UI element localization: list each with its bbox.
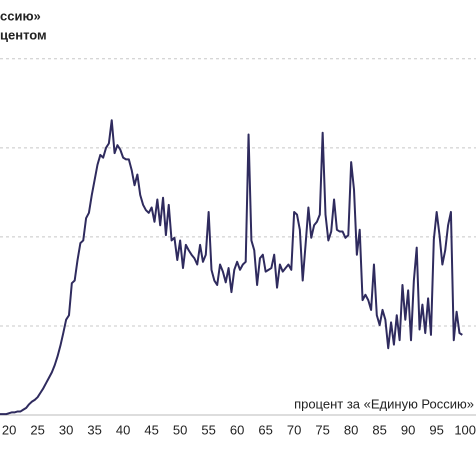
x-tick-label: 100 bbox=[454, 422, 476, 437]
x-tick-label: 20 bbox=[2, 422, 16, 437]
x-tick-label: 45 bbox=[144, 422, 158, 437]
x-tick-label: 35 bbox=[87, 422, 101, 437]
x-tick-label: 70 bbox=[287, 422, 301, 437]
x-tick-label: 55 bbox=[201, 422, 215, 437]
x-tick-label: 90 bbox=[401, 422, 415, 437]
x-tick-label: 75 bbox=[315, 422, 329, 437]
title-line: центом bbox=[0, 27, 47, 42]
x-tick-label: 25 bbox=[30, 422, 44, 437]
x-tick-label: 65 bbox=[258, 422, 272, 437]
data-line bbox=[0, 119, 463, 416]
x-tick-label: 85 bbox=[372, 422, 386, 437]
x-tick-label: 60 bbox=[230, 422, 244, 437]
title-line: ссию» bbox=[0, 8, 41, 23]
x-tick-label: 40 bbox=[116, 422, 130, 437]
x-axis-label: процент за «Единую Россию» bbox=[294, 396, 474, 411]
x-tick-label: 80 bbox=[344, 422, 358, 437]
x-tick-label: 95 bbox=[429, 422, 443, 437]
x-tick-label: 30 bbox=[59, 422, 73, 437]
x-tick-label: 50 bbox=[173, 422, 187, 437]
